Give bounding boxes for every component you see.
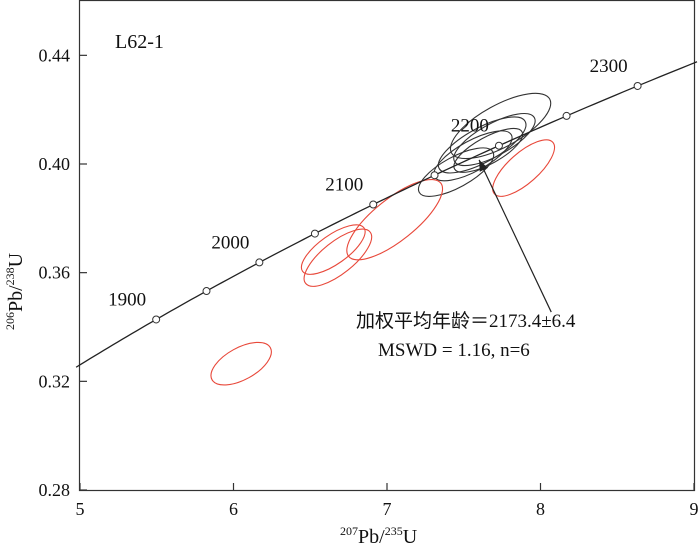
age-marker-2000 xyxy=(255,258,264,267)
age-label-2100: 2100 xyxy=(325,175,363,196)
discordant-ellipse-9 xyxy=(346,178,444,261)
age-marker-2050 xyxy=(310,229,319,238)
x-axis-title: 207Pb/235U xyxy=(340,524,418,548)
x-tick-label-7: 7 xyxy=(383,499,392,519)
age-marker-1900 xyxy=(152,315,161,324)
concordant-ellipse-4 xyxy=(417,147,495,197)
concordant-ellipse-0 xyxy=(449,92,552,160)
annotation-arrow-head xyxy=(479,159,488,172)
concordant-ellipse-1 xyxy=(437,116,527,174)
age-marker-2100 xyxy=(369,200,378,209)
age-marker-2200 xyxy=(494,141,503,150)
concordant-ellipse-5 xyxy=(453,127,524,173)
axis-layer: 5 6 7 8 9 0.28 0.32 0.36 0.40 0.44 xyxy=(39,45,699,519)
plot-frame xyxy=(78,0,696,492)
x-tick-label-6: 6 xyxy=(229,499,238,519)
age-label-1900: 1900 xyxy=(108,289,146,310)
age-marker-1950 xyxy=(202,287,211,296)
y-axis-title: 206Pb/238U xyxy=(3,252,27,330)
discordant-ellipse-8 xyxy=(303,228,373,287)
age-marker-2150 xyxy=(430,171,439,180)
y-tick-label-0.36: 0.36 xyxy=(39,263,71,283)
age-label-2200: 2200 xyxy=(451,116,489,137)
x-tick-label-5: 5 xyxy=(76,499,85,519)
discordant-ellipse-6 xyxy=(210,341,272,386)
sample-label: L62-1 xyxy=(115,31,164,53)
discordant-ellipse-10 xyxy=(492,139,556,197)
concordant-ellipse-2 xyxy=(453,113,536,167)
concordia-curve-layer xyxy=(75,61,698,368)
label-layer: 1900 2000 2100 2200 2300 xyxy=(108,56,628,313)
annotation-arrow-shaft xyxy=(478,159,552,313)
y-tick-label-0.32: 0.32 xyxy=(39,371,71,391)
discordant-ellipse-7 xyxy=(300,224,366,275)
age-marker-2250 xyxy=(562,111,571,120)
y-tick-label-0.28: 0.28 xyxy=(39,480,71,500)
y-tick-label-0.4: 0.40 xyxy=(39,154,71,174)
x-tick-label-9: 9 xyxy=(690,499,699,519)
y-tick-label-0.44: 0.44 xyxy=(39,45,71,65)
x-tick-label-8: 8 xyxy=(536,499,545,519)
age-label-2000: 2000 xyxy=(211,232,249,253)
age-label-2300: 2300 xyxy=(590,56,628,77)
age-marker-2300 xyxy=(633,81,642,90)
annotation-age: 加权平均年龄＝2173.4±6.4 xyxy=(356,310,576,332)
annotation-mswd: MSWD = 1.16, n=6 xyxy=(378,340,530,361)
